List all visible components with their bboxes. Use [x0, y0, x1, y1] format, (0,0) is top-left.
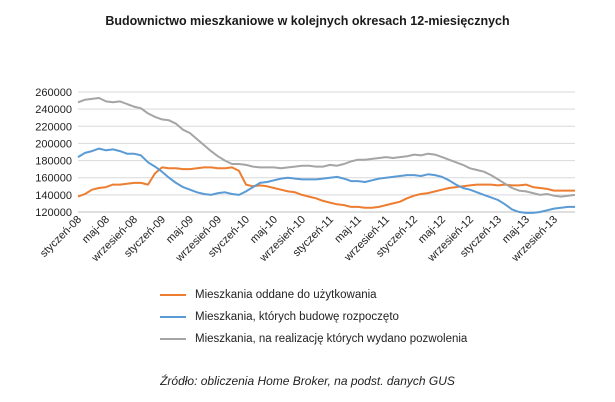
y-tick-label: 240000 — [35, 104, 72, 116]
legend-item-rozpoczete: Mieszkania, których budowę rozpoczęto — [160, 311, 399, 323]
y-tick-label: 140000 — [35, 190, 72, 202]
series-lines — [77, 97, 576, 214]
legend-label-oddane: Mieszkania oddane do użytkowania — [195, 289, 377, 301]
y-tick-label: 220000 — [35, 121, 72, 133]
grid-lines — [78, 91, 575, 213]
legend-swatch-rozpoczete — [160, 316, 186, 318]
legend-item-pozwolenia: Mieszkania, na realizację których wydano… — [160, 333, 467, 345]
y-axis: 120000 140000 160000 180000 200000 220000 2400… — [35, 87, 72, 219]
y-tick-label: 120000 — [35, 207, 72, 219]
x-tick-labels: styczeń-08maj-08wrzesień-08styczeń-09maj… — [38, 214, 560, 265]
series-line-0 — [77, 166, 575, 209]
y-tick-label: 260000 — [35, 87, 72, 99]
chart-title: Budownictwo mieszkaniowe w kolejnych okr… — [105, 14, 510, 28]
legend-swatch-pozwolenia — [160, 338, 186, 340]
legend-swatch-oddane — [160, 294, 186, 296]
y-tick-label: 200000 — [35, 138, 72, 150]
legend-item-oddane: Mieszkania oddane do użytkowania — [160, 289, 377, 301]
legend-label-rozpoczete: Mieszkania, których budowę rozpoczęto — [195, 311, 399, 323]
y-tick-label: 160000 — [35, 173, 72, 185]
series-line-1 — [77, 147, 575, 214]
x-tick-label: styczeń-08 — [38, 214, 84, 260]
source-note: Źródło: obliczenia Home Broker, na podst… — [160, 374, 455, 388]
legend-label-pozwolenia: Mieszkania, na realizację których wydano… — [195, 333, 468, 345]
y-tick-label: 180000 — [35, 156, 72, 168]
series-line-2 — [77, 97, 576, 198]
